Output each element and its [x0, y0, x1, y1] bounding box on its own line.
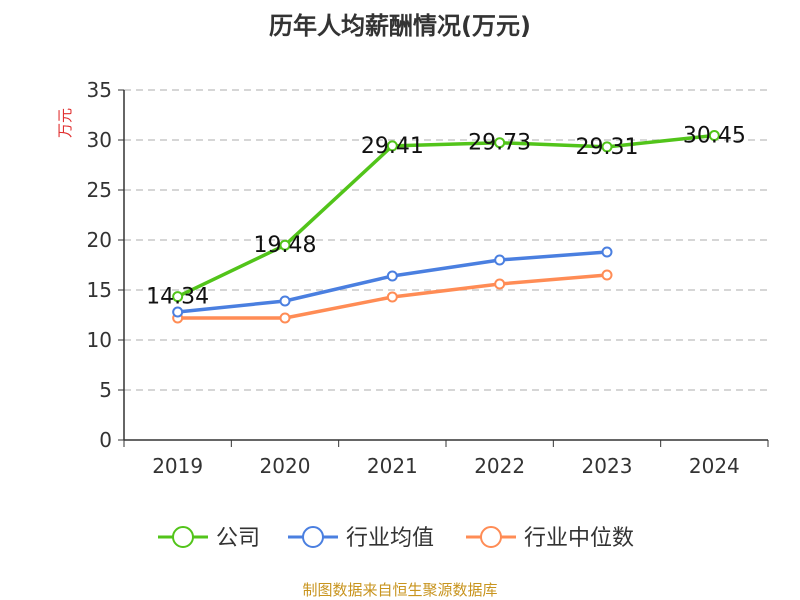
data-point[interactable]: [172, 306, 184, 318]
data-label: 30.45: [683, 124, 746, 149]
chart-title: 历年人均薪酬情况(万元): [269, 12, 531, 40]
data-point[interactable]: [172, 291, 184, 303]
legend-label: 行业均值: [346, 526, 434, 551]
y-tick-label: 5: [99, 378, 112, 402]
data-point[interactable]: [601, 141, 613, 153]
data-point[interactable]: [708, 130, 720, 141]
legend-label: 行业中位数: [524, 526, 634, 551]
series-line: [176, 133, 715, 299]
y-tick-label: 20: [87, 228, 112, 252]
y-tick-label: 10: [87, 328, 112, 352]
data-point[interactable]: [494, 278, 506, 290]
data-point[interactable]: [279, 239, 291, 251]
x-tick-label: 2019: [152, 454, 203, 478]
legend-marker: [302, 526, 324, 548]
data-point[interactable]: [386, 270, 398, 282]
y-tick-label: 25: [87, 178, 112, 202]
legend-item[interactable]: 行业中位数: [466, 526, 634, 551]
data-point[interactable]: [279, 295, 291, 307]
data-point[interactable]: [386, 140, 398, 152]
data-point[interactable]: [494, 137, 506, 149]
x-tick-label: 2022: [474, 454, 525, 478]
x-tick-label: 2024: [689, 454, 740, 478]
data-point[interactable]: [601, 246, 613, 258]
legend-marker: [172, 526, 194, 548]
data-point[interactable]: [386, 291, 398, 303]
legend-item[interactable]: 公司: [158, 526, 260, 551]
x-tick-label: 2023: [582, 454, 633, 478]
data-label: 29.31: [576, 135, 639, 160]
y-axis-label: 万元: [56, 108, 74, 138]
data-label: 29.73: [468, 131, 531, 156]
data-point[interactable]: [494, 254, 506, 266]
data-point[interactable]: [601, 269, 613, 281]
x-tick-label: 2020: [260, 454, 311, 478]
legend-marker: [480, 526, 502, 548]
data-label: 19.48: [254, 233, 317, 258]
data-label: 14.34: [146, 285, 209, 310]
x-tick-label: 2021: [367, 454, 418, 478]
legend-label: 公司: [216, 526, 260, 551]
legend-item[interactable]: 行业均值: [288, 526, 434, 551]
y-tick-label: 15: [87, 278, 112, 302]
data-label: 29.41: [361, 134, 424, 159]
source-note: 制图数据来自恒生聚源数据库: [302, 581, 497, 599]
data-point[interactable]: [279, 312, 291, 324]
y-tick-label: 30: [87, 128, 112, 152]
y-tick-label: 35: [87, 78, 112, 102]
y-tick-label: 0: [99, 428, 112, 452]
